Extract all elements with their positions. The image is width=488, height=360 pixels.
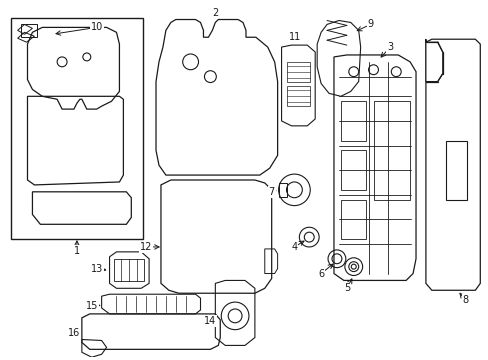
Polygon shape <box>425 39 442 82</box>
Text: 6: 6 <box>317 269 324 279</box>
Text: 2: 2 <box>212 8 218 18</box>
Text: 11: 11 <box>289 32 301 42</box>
Text: 1: 1 <box>74 246 80 256</box>
Text: 13: 13 <box>90 264 102 274</box>
Text: 4: 4 <box>291 242 297 252</box>
Text: 12: 12 <box>140 242 152 252</box>
Text: 8: 8 <box>462 295 468 305</box>
Text: 7: 7 <box>268 187 274 197</box>
Text: 15: 15 <box>85 301 98 311</box>
Text: 16: 16 <box>68 328 80 338</box>
Text: 3: 3 <box>386 42 392 52</box>
Text: 14: 14 <box>204 316 216 326</box>
Text: 5: 5 <box>343 283 349 293</box>
Text: 9: 9 <box>367 19 373 30</box>
Text: 10: 10 <box>90 22 102 32</box>
